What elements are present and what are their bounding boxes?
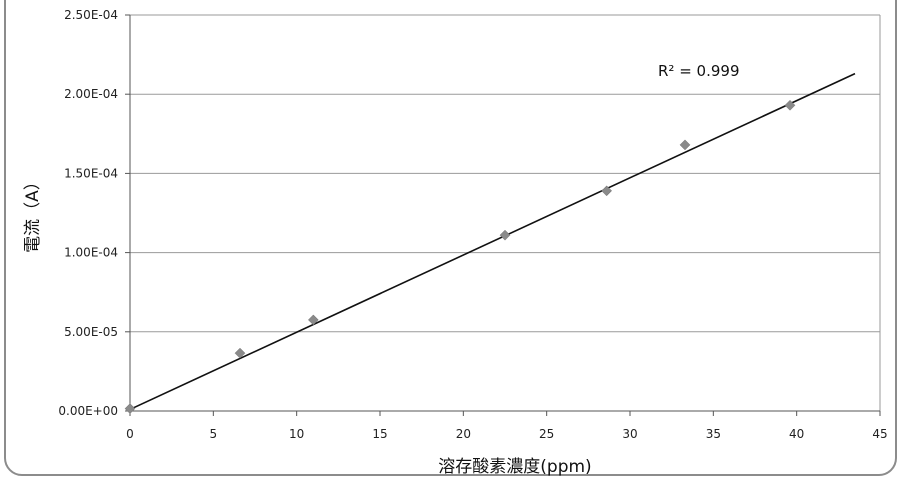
y-tick-label-2: 1.00E-04 xyxy=(64,246,118,260)
y-axis-title: 電流（A） xyxy=(23,173,43,253)
r-squared-annotation: R² = 0.999 xyxy=(658,62,739,80)
y-tick-labels: 0.00E+00 5.00E-05 1.00E-04 1.50E-04 2.00E-04… xyxy=(58,8,118,418)
x-tick-label-2: 10 xyxy=(289,427,304,441)
x-axis-title: 溶存酸素濃度(ppm) xyxy=(438,457,591,477)
x-tick-label-5: 25 xyxy=(539,427,554,441)
y-tick-label-0: 0.00E+00 xyxy=(58,404,118,418)
y-tick-label-5: 2.50E-04 xyxy=(64,8,118,22)
x-tick-label-6: 30 xyxy=(622,427,637,441)
y-tick-label-4: 2.00E-04 xyxy=(64,87,118,101)
data-point-0 xyxy=(124,403,136,414)
gridlines xyxy=(130,14,881,411)
x-tick-label-7: 35 xyxy=(706,427,721,441)
x-tick-label-3: 15 xyxy=(372,427,387,441)
x-tick-label-8: 40 xyxy=(789,427,804,441)
x-tick-label-9: 45 xyxy=(872,427,887,441)
x-tick-label-4: 20 xyxy=(456,427,471,441)
data-point-5 xyxy=(679,139,691,151)
x-tick-label-1: 5 xyxy=(210,427,218,441)
chart-frame xyxy=(4,0,897,476)
data-points xyxy=(124,99,796,414)
trendline-group xyxy=(129,72,856,411)
x-tick-label-0: 0 xyxy=(126,427,134,441)
data-point-6 xyxy=(784,99,796,111)
data-point-2 xyxy=(307,314,319,326)
trendline xyxy=(129,72,856,411)
y-tick-label-3: 1.50E-04 xyxy=(64,166,118,180)
data-point-4 xyxy=(601,185,613,197)
y-tick-label-1: 5.00E-05 xyxy=(64,325,118,339)
data-point-1 xyxy=(234,347,246,359)
x-tick-labels: 0 5 10 15 20 25 30 35 40 45 xyxy=(126,427,887,441)
data-point-3 xyxy=(499,229,511,241)
